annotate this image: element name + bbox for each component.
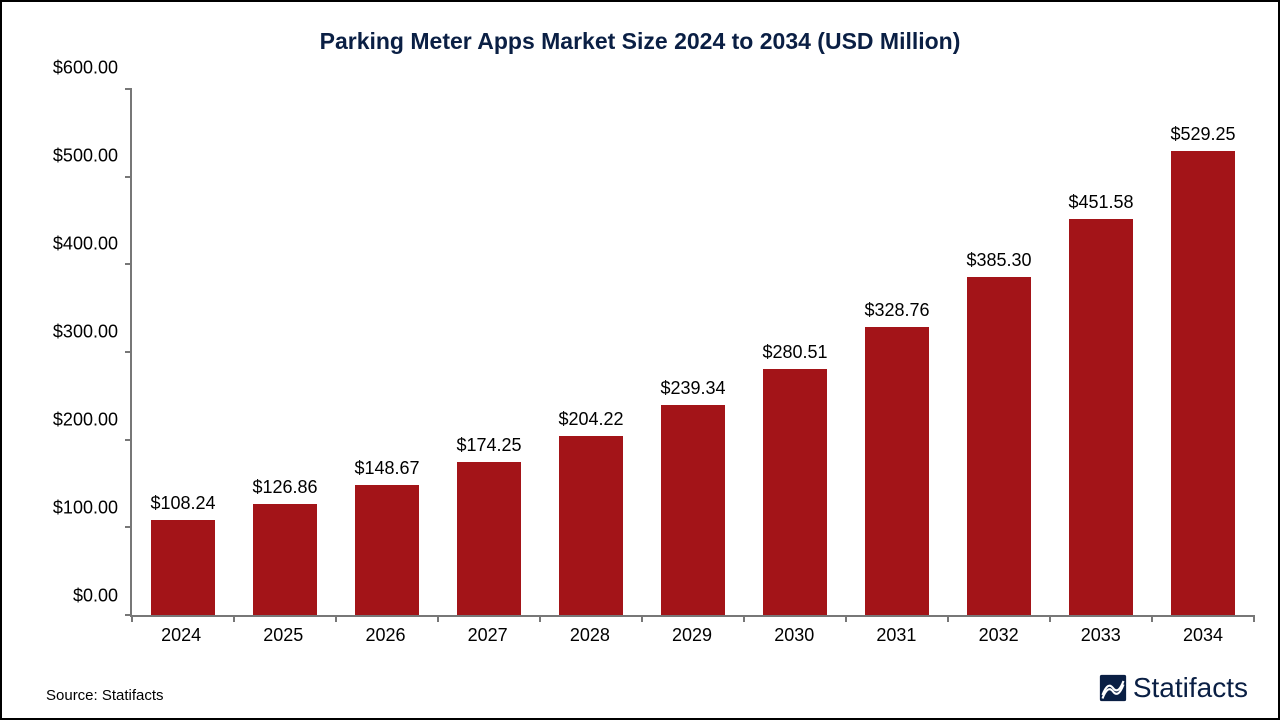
- chart-title: Parking Meter Apps Market Size 2024 to 2…: [26, 28, 1254, 55]
- source-text: Source: Statifacts: [46, 687, 164, 704]
- x-tick-mark: [1253, 615, 1255, 622]
- bar: $385.30: [967, 277, 1030, 615]
- bar-slot: $239.34: [642, 89, 744, 615]
- bar: $204.22: [559, 436, 622, 615]
- y-tick-label: $500.00: [53, 146, 118, 167]
- bar-value-label: $385.30: [966, 250, 1031, 271]
- bar-value-label: $451.58: [1068, 192, 1133, 213]
- bar: $239.34: [661, 405, 724, 615]
- bar-slot: $451.58: [1050, 89, 1152, 615]
- bar: $529.25: [1171, 151, 1234, 615]
- bar-value-label: $328.76: [864, 300, 929, 321]
- bar-value-label: $126.86: [252, 477, 317, 498]
- x-tick-mark: [335, 615, 337, 622]
- chart-frame: Parking Meter Apps Market Size 2024 to 2…: [0, 0, 1280, 720]
- x-tick-mark: [437, 615, 439, 622]
- x-axis-label: 2032: [948, 625, 1050, 646]
- y-tick-mark: [125, 439, 132, 441]
- y-tick-mark: [125, 526, 132, 528]
- x-tick-mark: [1151, 615, 1153, 622]
- chart-area: $0.00 $100.00 $200.00 $300.00 $400.00 $500.00…: [26, 89, 1254, 617]
- bar-slot: $108.24: [132, 89, 234, 615]
- bar-value-label: $529.25: [1170, 124, 1235, 145]
- bar: $451.58: [1069, 219, 1132, 615]
- brand: Statifacts: [1099, 672, 1248, 704]
- bar-slot: $529.25: [1152, 89, 1254, 615]
- bar-value-label: $239.34: [660, 378, 725, 399]
- bar-value-label: $204.22: [558, 409, 623, 430]
- bar-slot: $280.51: [744, 89, 846, 615]
- brand-icon: [1099, 674, 1127, 702]
- x-axis-label: 2028: [539, 625, 641, 646]
- y-tick-mark: [125, 88, 132, 90]
- bar-slot: $126.86: [234, 89, 336, 615]
- y-axis: $0.00 $100.00 $200.00 $300.00 $400.00 $500.00…: [26, 89, 130, 617]
- x-tick-mark: [743, 615, 745, 622]
- x-tick-mark: [1049, 615, 1051, 622]
- y-tick-label: $200.00: [53, 410, 118, 431]
- brand-text: Statifacts: [1133, 672, 1248, 704]
- x-axis-label: 2030: [743, 625, 845, 646]
- x-axis-labels: 2024202520262027202820292030203120322033…: [130, 625, 1254, 646]
- y-tick-label: $0.00: [73, 586, 118, 607]
- bar: $126.86: [253, 504, 316, 615]
- x-axis-label: 2024: [130, 625, 232, 646]
- x-tick-mark: [539, 615, 541, 622]
- bar-slot: $204.22: [540, 89, 642, 615]
- bar: $328.76: [865, 327, 928, 615]
- x-axis-label: 2026: [334, 625, 436, 646]
- x-tick-mark: [845, 615, 847, 622]
- bar-slot: $148.67: [336, 89, 438, 615]
- footer: Source: Statifacts Statifacts: [26, 672, 1254, 710]
- bar: $174.25: [457, 462, 520, 615]
- x-axis-label: 2031: [845, 625, 947, 646]
- x-tick-mark: [131, 615, 133, 622]
- bar-value-label: $148.67: [354, 458, 419, 479]
- y-tick-label: $600.00: [53, 58, 118, 79]
- y-tick-label: $300.00: [53, 322, 118, 343]
- x-axis-label: 2027: [437, 625, 539, 646]
- x-tick-mark: [641, 615, 643, 622]
- x-tick-mark: [947, 615, 949, 622]
- bars-container: $108.24 $126.86 $148.67 $174.25 $204.22 $239.…: [132, 89, 1254, 615]
- x-tick-mark: [233, 615, 235, 622]
- bar-slot: $385.30: [948, 89, 1050, 615]
- bar: $148.67: [355, 485, 418, 615]
- y-tick-mark: [125, 263, 132, 265]
- x-axis-label: 2025: [232, 625, 334, 646]
- bar: $280.51: [763, 369, 826, 615]
- bar-slot: $174.25: [438, 89, 540, 615]
- plot-area: $108.24 $126.86 $148.67 $174.25 $204.22 $239.…: [130, 89, 1254, 617]
- y-tick-label: $100.00: [53, 498, 118, 519]
- bar: $108.24: [151, 520, 214, 615]
- y-tick-mark: [125, 351, 132, 353]
- bar-slot: $328.76: [846, 89, 948, 615]
- bar-value-label: $174.25: [456, 435, 521, 456]
- x-axis-label: 2033: [1050, 625, 1152, 646]
- bar-value-label: $280.51: [762, 342, 827, 363]
- bar-value-label: $108.24: [150, 493, 215, 514]
- y-tick-label: $400.00: [53, 234, 118, 255]
- y-tick-mark: [125, 176, 132, 178]
- x-axis-label: 2034: [1152, 625, 1254, 646]
- x-axis-label: 2029: [641, 625, 743, 646]
